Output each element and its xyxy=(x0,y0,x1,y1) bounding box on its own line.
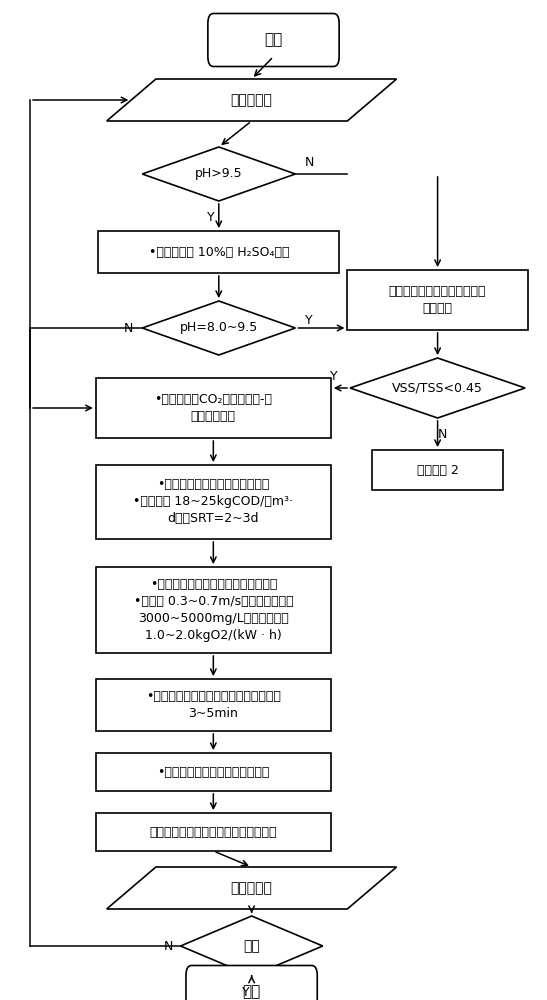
Bar xyxy=(96,378,331,438)
Text: pH=8.0~9.5: pH=8.0~9.5 xyxy=(179,322,258,334)
Bar xyxy=(98,231,339,273)
Text: 监测进水值: 监测进水值 xyxy=(231,93,272,107)
Text: VSS/TSS<0.45: VSS/TSS<0.45 xyxy=(392,381,483,394)
Bar xyxy=(96,679,331,731)
Bar xyxy=(96,813,331,851)
Text: N: N xyxy=(437,428,447,440)
FancyBboxPatch shape xyxy=(208,13,339,66)
Bar xyxy=(96,465,331,539)
Polygon shape xyxy=(350,358,525,418)
Polygon shape xyxy=(142,301,295,355)
Text: •物化模块【CO₂压力气浮池-旋
转流分离器】: •物化模块【CO₂压力气浮池-旋 转流分离器】 xyxy=(154,393,272,423)
Bar xyxy=(372,450,503,490)
Text: Y: Y xyxy=(330,369,337,382)
Polygon shape xyxy=(107,867,397,909)
Text: 进入程序 2: 进入程序 2 xyxy=(417,464,458,477)
Bar xyxy=(347,270,528,330)
Bar xyxy=(96,753,331,791)
Polygon shape xyxy=(142,147,295,201)
Text: 达标: 达标 xyxy=(243,939,260,953)
Bar xyxy=(96,567,331,653)
Text: 投加硅藻土絮凝剂和聚丙烯酰
胺助凝剂: 投加硅藻土絮凝剂和聚丙烯酰 胺助凝剂 xyxy=(389,285,486,315)
FancyBboxPatch shape xyxy=(186,966,317,1000)
Text: 结束: 结束 xyxy=(242,984,261,1000)
Polygon shape xyxy=(107,79,397,121)
Text: 开始: 开始 xyxy=(264,32,283,47)
Text: Y: Y xyxy=(242,986,250,998)
Text: 监测出水值: 监测出水值 xyxy=(231,881,272,895)
Text: Y: Y xyxy=(207,211,214,224)
Text: •深度处理模块【臭氧氧化罐】接触时间
3~5min: •深度处理模块【臭氧氧化罐】接触时间 3~5min xyxy=(146,690,281,720)
Text: •三级深度处理模块【双膜工艺】: •三级深度处理模块【双膜工艺】 xyxy=(157,766,270,778)
Text: •厌氧生化模块【间歇水解酸化】
•容积负荷 18~25kgCOD/（m³·
d）、SRT=2~3d: •厌氧生化模块【间歇水解酸化】 •容积负荷 18~25kgCOD/（m³· d）… xyxy=(133,479,293,526)
Text: pH>9.5: pH>9.5 xyxy=(195,167,243,180)
Text: •好氧生化模块【旋流氧化沟反应器】
•扬水量 0.3~0.7m/s、悬浮固体浓度
3000~5000mg/L、氧转移效率
1.0~2.0kgO2/(kW · h: •好氧生化模块【旋流氧化沟反应器】 •扬水量 0.3~0.7m/s、悬浮固体浓度… xyxy=(133,578,293,642)
Text: •絮凝沉淀池 10%的 H₂SO₄溶液: •絮凝沉淀池 10%的 H₂SO₄溶液 xyxy=(149,245,289,258)
Polygon shape xyxy=(181,916,323,976)
Text: N: N xyxy=(304,155,314,168)
Text: Y: Y xyxy=(305,314,313,326)
Text: N: N xyxy=(164,940,173,952)
Text: N: N xyxy=(124,322,133,334)
Text: 臭气处理模块【非平衡等离子体除臭】: 臭气处理模块【非平衡等离子体除臭】 xyxy=(149,826,277,838)
